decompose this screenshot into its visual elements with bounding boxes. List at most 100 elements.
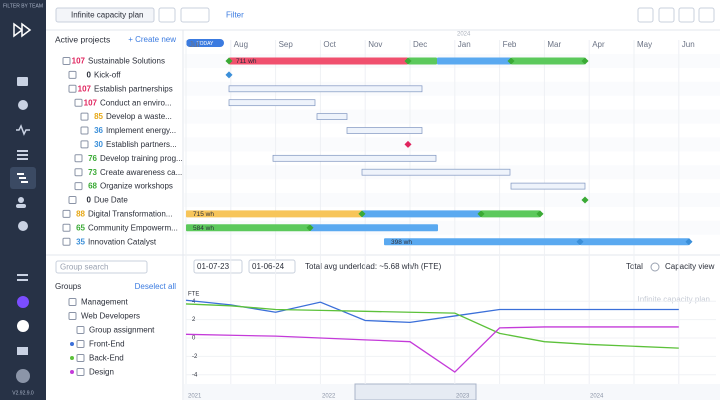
toolbar-icons[interactable] [637, 7, 715, 23]
row-count: 76 [88, 154, 97, 163]
filter-button[interactable]: Filter [226, 11, 244, 20]
date-to-box[interactable] [248, 259, 296, 274]
date-from-box[interactable] [193, 259, 243, 274]
create-new[interactable]: + Create new [128, 35, 176, 44]
group-checkbox[interactable] [68, 298, 77, 306]
month-label: Dec [413, 40, 427, 49]
row-count: 0 [87, 71, 92, 80]
group-checkbox[interactable] [68, 312, 77, 320]
row-label[interactable]: Kick-off [94, 71, 121, 80]
timeline-year: 2021 [188, 394, 202, 400]
projects-title: Active projects [55, 34, 110, 44]
task-bar [272, 154, 437, 162]
row-count: 30 [94, 140, 103, 149]
row-label[interactable]: Digital Transformation... [88, 210, 172, 219]
capacity-line [185, 326, 679, 373]
month-label: Apr [592, 40, 605, 49]
group-checkbox[interactable] [76, 340, 85, 348]
total-toggle[interactable]: Total [626, 262, 643, 271]
year-label: 2024 [457, 32, 471, 38]
month-label: Jul [189, 40, 199, 49]
plan-select[interactable] [55, 7, 155, 23]
row-icon [80, 126, 89, 135]
group-checkbox[interactable] [76, 354, 85, 362]
refresh-button[interactable] [158, 7, 176, 23]
capacity-toggle[interactable] [650, 262, 660, 272]
team-filter[interactable]: FILTER BY TEAM [3, 3, 43, 9]
row-count: 68 [88, 182, 97, 191]
row-icon [68, 196, 77, 204]
milestone [536, 210, 544, 218]
group-label[interactable]: Group assignment [89, 326, 155, 335]
row-icon [74, 154, 83, 163]
row-bg [184, 109, 720, 124]
row-icon [62, 223, 71, 232]
row-icon [74, 98, 83, 107]
y-tick-label: 4 [192, 299, 196, 305]
plan-select-text[interactable]: Infinite capacity plan [71, 11, 144, 20]
group-label[interactable]: Front-End [89, 340, 125, 349]
today-label: TODAY [197, 41, 214, 47]
row-label[interactable]: Create awareness ca... [100, 168, 182, 177]
row-count: 35 [76, 237, 85, 246]
gantt-bar [186, 210, 362, 218]
month-label: Nov [368, 40, 382, 49]
group-checkbox[interactable] [76, 326, 85, 334]
gantt-bar [384, 238, 580, 246]
date-from[interactable]: 01-07-23 [197, 262, 230, 271]
milestone [581, 196, 589, 204]
row-label[interactable]: Sustainable Solutions [88, 57, 165, 66]
capacity-view[interactable]: Capacity view [665, 262, 715, 271]
row-icon [80, 112, 89, 121]
group-search-placeholder[interactable]: Group search [60, 263, 108, 272]
row-count: 0 [87, 196, 92, 205]
row-label[interactable]: Implement energy... [106, 126, 176, 135]
milestone [507, 57, 515, 65]
gantt-bar [310, 224, 438, 232]
bar-label: 398 wh [391, 239, 412, 246]
row-icon [68, 84, 77, 93]
group-label[interactable]: Web Developers [81, 312, 140, 321]
row-bg [184, 193, 720, 207]
y-axis-label: FTE [188, 292, 199, 298]
row-count: 85 [94, 112, 103, 121]
row-label[interactable]: Organize workshops [100, 182, 173, 191]
group-checkbox[interactable] [76, 368, 85, 376]
group-label[interactable]: Design [89, 368, 114, 377]
row-label[interactable]: Establish partnerships [94, 84, 173, 93]
logo[interactable] [13, 22, 32, 38]
group-dot [70, 356, 74, 360]
gantt-bar [362, 210, 481, 218]
row-label[interactable]: Due Date [94, 196, 128, 205]
row-label[interactable]: Establish partners... [106, 140, 177, 149]
month-label: Jan [458, 40, 471, 49]
group-label[interactable]: Management [81, 298, 128, 307]
row-label[interactable]: Develop training prog... [100, 154, 183, 163]
group-label[interactable]: Back-End [89, 354, 124, 363]
month-label: Jun [682, 40, 695, 49]
capacity-line [185, 299, 679, 324]
milestone [404, 57, 412, 65]
row-count: 73 [88, 168, 97, 177]
bar-label: 715 wh [193, 211, 214, 218]
date-to[interactable]: 01-06-24 [252, 262, 285, 271]
milestone [358, 210, 366, 218]
row-label[interactable]: Conduct an enviro... [100, 98, 172, 107]
summary: Total avg underload: ~5.68 wh/h (FTE) [305, 262, 442, 271]
row-count: 107 [78, 84, 92, 93]
group-search[interactable] [55, 260, 148, 274]
y-tick-label: -4 [192, 372, 198, 378]
row-label[interactable]: Community Empowerm... [88, 223, 178, 232]
deselect-all[interactable]: Deselect all [135, 282, 177, 291]
nav-icons[interactable] [10, 77, 36, 383]
timeline-year: 2024 [590, 394, 604, 400]
task-bar [228, 99, 316, 107]
undo-redo[interactable] [180, 7, 210, 23]
row-label[interactable]: Innovation Catalyst [88, 237, 157, 246]
groups-title: Groups [55, 282, 81, 291]
month-label: Aug [234, 40, 248, 49]
row-bg [184, 137, 720, 152]
row-icon [68, 70, 77, 79]
month-label: Oct [323, 40, 336, 49]
row-label[interactable]: Develop a waste... [106, 112, 172, 121]
